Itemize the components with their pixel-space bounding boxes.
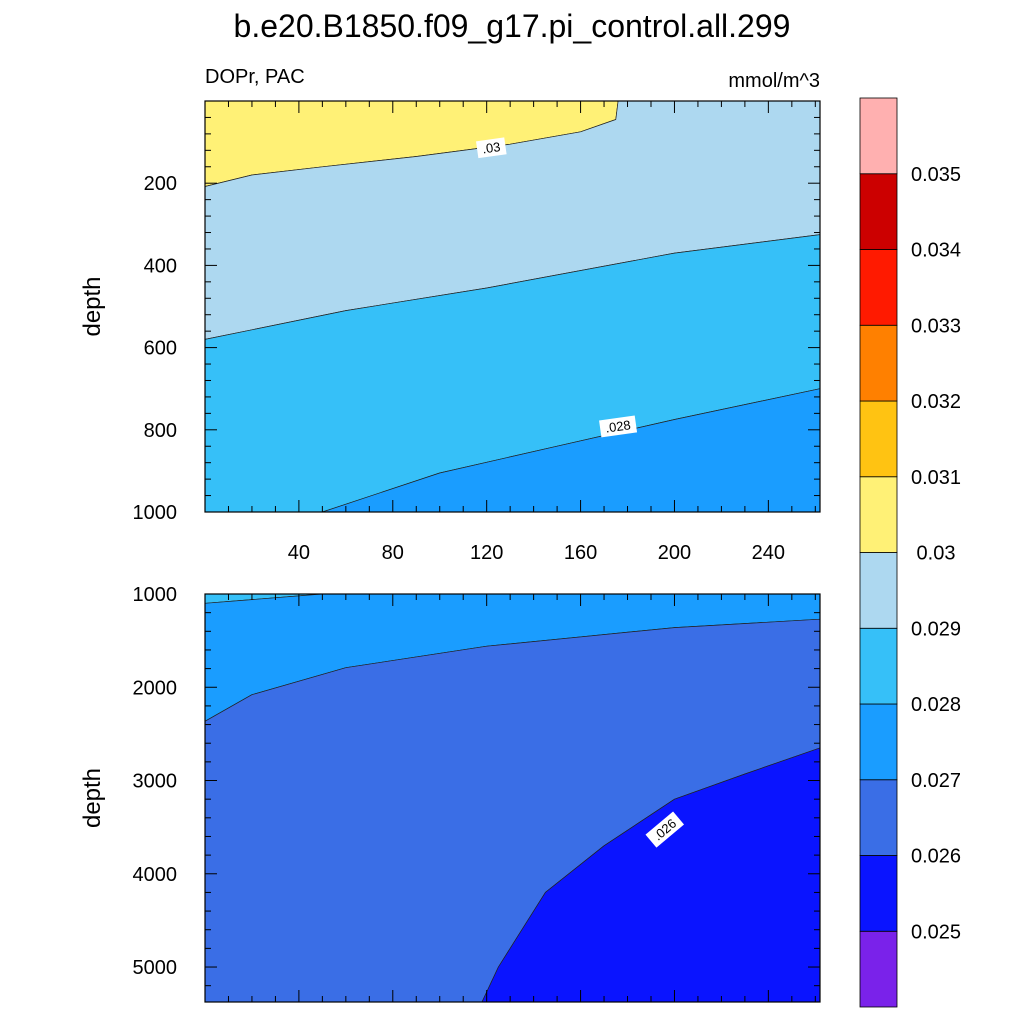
- top-x-ticks: [227, 101, 816, 512]
- top-y-tick-label-3: 800: [144, 420, 177, 442]
- colorbar-label-8: 0.033: [911, 315, 961, 337]
- top-contour-field: [205, 101, 820, 512]
- top-x-tick-label-0: 40: [288, 542, 310, 564]
- top-y-axis-label: depth: [79, 276, 106, 336]
- bottom-contour-field: [205, 594, 820, 1002]
- colorbar-label-7: 0.032: [911, 391, 961, 413]
- colorbar-swatch-9: [859, 249, 898, 326]
- colorbar-swatch-4: [859, 627, 898, 705]
- colorbar-swatch-1: [859, 855, 898, 932]
- top-x-tick-label-2: 120: [470, 542, 503, 564]
- top-region-3: [322, 388, 820, 512]
- colorbar-swatch-7: [859, 400, 898, 478]
- bottom-y-axis-label: depth: [79, 768, 106, 828]
- colorbar-swatch-11: [859, 97, 898, 175]
- bottom-y-tick-label-1: 2000: [133, 677, 178, 699]
- top-y-ticks: [205, 100, 820, 513]
- top-contour-label-text-1: .028: [604, 417, 631, 435]
- colorbar-label-4: 0.029: [911, 618, 961, 640]
- top-x-tick-label-1: 80: [382, 542, 404, 564]
- colorbar-swatch-8: [859, 324, 898, 402]
- colorbar-swatch-10: [859, 173, 898, 250]
- bottom-y-tick-label-3: 4000: [133, 864, 178, 886]
- chart-subtitle-right: mmol/m^3: [728, 70, 820, 92]
- top-panel: .03 .028 200 400 600 800 1000 40 80 120 160 200 240 d…: [79, 100, 821, 564]
- colorbar-swatch-3: [859, 703, 898, 781]
- top-y-tick-label-1: 400: [144, 255, 177, 277]
- colorbar-swatch-0: [859, 930, 898, 1008]
- top-plot-frame: [204, 100, 821, 513]
- colorbar-label-6: 0.031: [911, 467, 961, 489]
- top-y-tick-label-2: 600: [144, 338, 177, 360]
- chart-subtitle-left: DOPr, PAC: [205, 66, 305, 88]
- colorbar-label-1: 0.026: [911, 846, 961, 868]
- colorbar-label-0: 0.025: [911, 921, 961, 943]
- colorbar-swatch-6: [859, 476, 898, 553]
- colorbar-label-5: 0.03: [917, 543, 956, 565]
- chart-title: b.e20.B1850.f09_g17.pi_control.all.299: [234, 8, 791, 44]
- colorbar-swatch-2: [859, 779, 898, 856]
- top-x-tick-label-3: 160: [564, 542, 597, 564]
- colorbar: 0.025 0.026 0.027 0.028 0.029 0.03 0.031 0.032 0…: [859, 97, 961, 1008]
- top-y-tick-label-0: 200: [144, 173, 177, 195]
- colorbar-label-9: 0.034: [911, 240, 961, 262]
- bottom-y-tick-label-2: 3000: [133, 771, 178, 793]
- bottom-y-ticks: [205, 593, 820, 987]
- top-contour-label-0: .03: [476, 137, 507, 159]
- top-y-tick-label-4: 1000: [133, 502, 178, 524]
- bottom-plot-frame: [204, 593, 821, 1003]
- colorbar-label-2: 0.027: [911, 770, 961, 792]
- bottom-y-tick-label-4: 5000: [133, 957, 178, 979]
- bottom-y-tick-label-0: 1000: [133, 584, 178, 606]
- top-contour-label-text-0: .03: [481, 139, 501, 156]
- top-x-tick-label-5: 240: [752, 542, 785, 564]
- bottom-x-ticks: [227, 594, 816, 1002]
- colorbar-label-10: 0.035: [911, 164, 961, 186]
- colorbar-swatch-5: [859, 552, 898, 629]
- bottom-region-3: [481, 747, 820, 1002]
- colorbar-label-3: 0.028: [911, 694, 961, 716]
- top-x-tick-label-4: 200: [658, 542, 691, 564]
- top-contour-label-1: .028: [599, 415, 638, 438]
